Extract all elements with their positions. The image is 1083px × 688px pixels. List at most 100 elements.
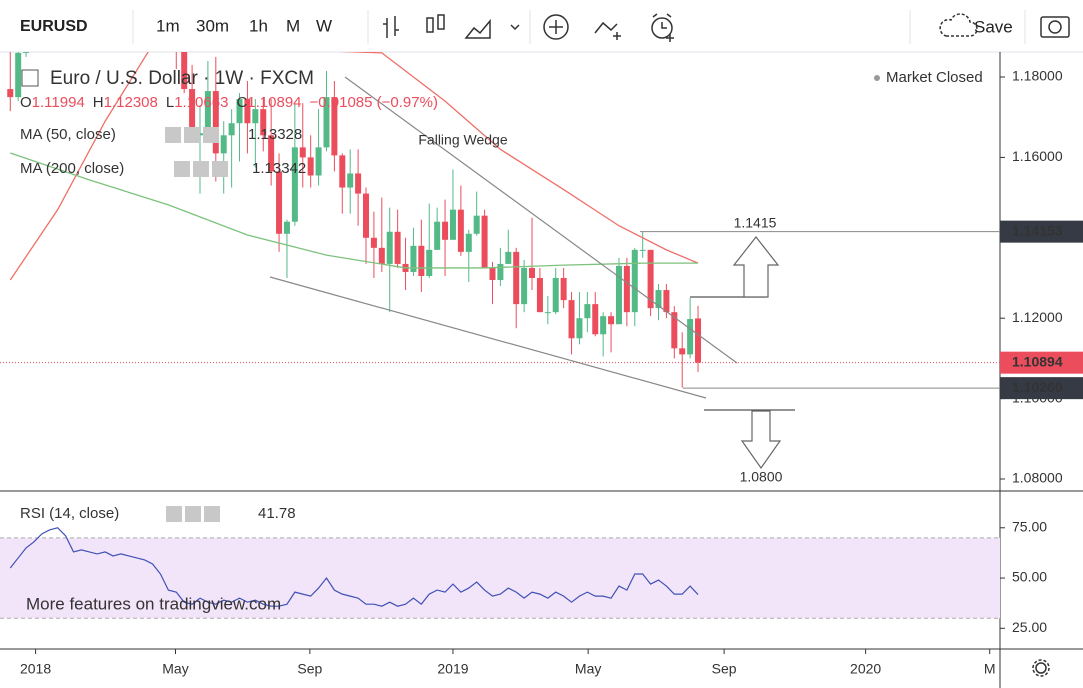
candle-body bbox=[552, 277, 559, 313]
candle-body bbox=[513, 251, 520, 305]
candle-body bbox=[679, 348, 686, 355]
instrument-title: Euro / U.S. Dollar · 1W · FXCM bbox=[50, 68, 314, 89]
candle-body bbox=[465, 233, 472, 252]
watermark[interactable]: More features on tradingview.com bbox=[26, 594, 281, 613]
symbol[interactable]: EURUSD bbox=[20, 18, 88, 35]
moving-average bbox=[10, 152, 699, 269]
legend-value: 41.78 bbox=[258, 505, 296, 522]
legend-entry: MA (50, close) bbox=[20, 126, 116, 143]
interval-button[interactable]: 1m bbox=[156, 16, 180, 35]
candle-body bbox=[489, 267, 496, 281]
drawings bbox=[269, 76, 795, 470]
candle-body bbox=[244, 99, 251, 124]
legend-button[interactable] bbox=[204, 506, 220, 522]
y-tick-label: 1.16000 bbox=[1012, 148, 1063, 164]
interval-button[interactable]: 30m bbox=[196, 16, 229, 35]
candle-body bbox=[323, 97, 330, 148]
candle-body bbox=[15, 52, 22, 98]
candle-body bbox=[568, 300, 575, 339]
candle-body bbox=[220, 135, 227, 154]
candle-body bbox=[394, 231, 401, 264]
candle-body bbox=[600, 316, 607, 335]
interval-button[interactable]: 1h bbox=[249, 16, 268, 35]
legend-button[interactable] bbox=[193, 161, 209, 177]
legend-button[interactable] bbox=[184, 127, 200, 143]
ohlc-prefix: C bbox=[236, 94, 247, 111]
y-tick-label: 1.08000 bbox=[1012, 470, 1063, 486]
wedge-lower bbox=[269, 276, 707, 399]
candle-body bbox=[355, 173, 362, 194]
legend-button[interactable] bbox=[203, 127, 219, 143]
legend-entry: MA (200, close) bbox=[20, 160, 124, 177]
legend-button[interactable] bbox=[185, 506, 201, 522]
candle-body bbox=[228, 123, 235, 136]
y-tick-label: 50.00 bbox=[1012, 569, 1047, 585]
candle-body bbox=[442, 221, 449, 240]
candle-body bbox=[505, 251, 512, 264]
candle-body bbox=[457, 209, 464, 252]
candle-body bbox=[378, 247, 385, 264]
legend-entry: RSI (14, close) bbox=[20, 505, 119, 522]
candle-body bbox=[449, 209, 456, 240]
y-tick-label: 1.18000 bbox=[1012, 68, 1063, 84]
x-tick-label: Sep bbox=[297, 661, 322, 677]
legend-button[interactable] bbox=[165, 127, 181, 143]
legend-button[interactable] bbox=[166, 506, 182, 522]
candle-body bbox=[299, 147, 306, 158]
candle-body bbox=[189, 89, 196, 136]
legend-value: 1.13328 bbox=[248, 126, 302, 143]
y-tick-label: 1.12000 bbox=[1012, 309, 1063, 325]
candle-body bbox=[307, 157, 314, 176]
annotation: Falling Wedge bbox=[418, 132, 507, 148]
candle-body bbox=[623, 265, 630, 313]
candle-body bbox=[212, 91, 219, 154]
x-tick-label: May bbox=[162, 661, 188, 677]
candle-body bbox=[434, 221, 441, 250]
candle-body bbox=[536, 277, 543, 313]
collapse-icon[interactable] bbox=[21, 69, 39, 87]
price-tag bbox=[1000, 377, 1083, 400]
candle-body bbox=[560, 277, 567, 301]
interval-button[interactable]: W bbox=[316, 16, 332, 35]
settings-icon[interactable] bbox=[1032, 659, 1050, 677]
wedge-upper bbox=[344, 76, 738, 364]
candle-body bbox=[663, 290, 670, 313]
candle-body bbox=[687, 319, 694, 355]
x-tick-label: 2018 bbox=[20, 661, 51, 677]
legend-button[interactable] bbox=[174, 161, 190, 177]
x-tick-label: M bbox=[984, 661, 996, 677]
candle-body bbox=[521, 267, 528, 305]
candle-body bbox=[544, 312, 551, 314]
candle-body bbox=[7, 89, 14, 98]
candle-body bbox=[481, 215, 488, 268]
candle-body bbox=[370, 237, 377, 248]
last-price-label: 1.10894 bbox=[1012, 353, 1063, 369]
candle-body bbox=[639, 249, 646, 251]
ohlc-prefix: H bbox=[93, 94, 104, 111]
candle-body bbox=[315, 147, 322, 176]
legend-button[interactable] bbox=[212, 161, 228, 177]
interval-button[interactable]: M bbox=[286, 16, 300, 35]
candle-body bbox=[608, 316, 615, 325]
legend-value: 1.13342 bbox=[252, 160, 306, 177]
toolbar-icons[interactable] bbox=[383, 13, 1070, 42]
price-tag bbox=[1000, 220, 1083, 243]
annotation: 1.0800 bbox=[740, 469, 783, 485]
ohlc-prefix: L bbox=[166, 94, 174, 111]
candle-body bbox=[576, 318, 583, 339]
axes: 1.180001.160001.140001.120001.100001.080… bbox=[20, 68, 1083, 677]
candle-body bbox=[236, 99, 243, 124]
rsi-band bbox=[0, 537, 1000, 619]
candle-body bbox=[473, 215, 480, 234]
toolbar: EURUSD Save bbox=[0, 10, 1083, 53]
ohlc-value: 1.11994 bbox=[32, 94, 85, 111]
arrow-down bbox=[740, 410, 782, 470]
save-button[interactable]: Save bbox=[974, 17, 1013, 36]
candle-body bbox=[331, 97, 338, 156]
candle-body bbox=[339, 155, 346, 188]
candle-body bbox=[181, 52, 188, 90]
x-tick-label: May bbox=[575, 661, 601, 677]
candle-body bbox=[671, 312, 678, 349]
x-tick-label: 2020 bbox=[850, 661, 881, 677]
annotation: 1.1415 bbox=[734, 215, 777, 231]
